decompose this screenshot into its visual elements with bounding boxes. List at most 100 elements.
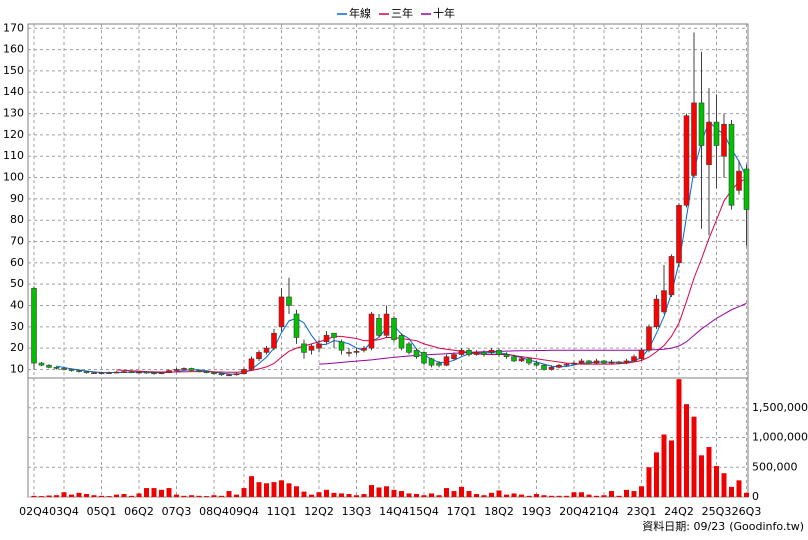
volume-bar bbox=[736, 480, 742, 497]
candle-body bbox=[728, 123, 735, 206]
y2-tick-label: 1,500,000 bbox=[752, 401, 808, 414]
x-tick-label: 13Q3 bbox=[342, 505, 372, 518]
volume-bar bbox=[384, 486, 389, 497]
candle-body bbox=[301, 343, 307, 353]
volume-bar bbox=[144, 488, 149, 497]
candle-body bbox=[316, 343, 322, 349]
candle-body bbox=[331, 332, 337, 338]
candle-body bbox=[743, 168, 750, 210]
volume-bar bbox=[661, 434, 667, 497]
candle-body bbox=[308, 345, 315, 351]
candle-body bbox=[76, 370, 82, 372]
candle-body bbox=[541, 364, 547, 370]
volume-bar bbox=[91, 495, 97, 497]
volume-bar bbox=[466, 491, 472, 497]
candle-body bbox=[353, 351, 360, 353]
candle-body bbox=[376, 317, 382, 336]
candle-body bbox=[526, 358, 532, 364]
volume-bar bbox=[39, 496, 44, 497]
volume-bar bbox=[84, 494, 89, 497]
candle-body bbox=[226, 374, 232, 377]
x-tick-label: 19Q3 bbox=[522, 505, 552, 518]
volume-bar bbox=[256, 482, 262, 497]
volume-bar bbox=[496, 490, 502, 497]
volume-bar bbox=[354, 495, 359, 497]
volume-bar bbox=[114, 494, 119, 497]
volume-bar bbox=[294, 486, 299, 497]
volume-bar bbox=[556, 495, 562, 497]
candle-body bbox=[548, 367, 555, 370]
candle-body bbox=[563, 363, 570, 366]
x-tick-label: 20Q4 bbox=[559, 505, 589, 518]
candle-body bbox=[323, 335, 330, 343]
candle-body bbox=[466, 349, 472, 355]
candle-body bbox=[593, 360, 600, 364]
volume-bar bbox=[676, 379, 682, 497]
y-tick-label: 110 bbox=[3, 149, 24, 162]
candle-body bbox=[346, 352, 352, 354]
candle-body bbox=[106, 372, 112, 374]
volume-bar bbox=[631, 491, 637, 497]
y2-tick-label: 1,000,000 bbox=[752, 431, 808, 444]
volume-bar bbox=[301, 491, 307, 497]
candle-body bbox=[173, 369, 180, 371]
x-tick-label: 03Q4 bbox=[49, 505, 79, 518]
volume-bar bbox=[549, 495, 554, 497]
y-tick-label: 140 bbox=[3, 85, 24, 98]
volume-bar bbox=[391, 489, 397, 497]
footer-date: 資料日期: 09/23 bbox=[642, 519, 725, 533]
y-tick-label: 150 bbox=[3, 64, 24, 77]
candle-body bbox=[368, 313, 375, 349]
x-tick-label: 09Q4 bbox=[229, 505, 259, 518]
x-tick-label: 23Q1 bbox=[627, 505, 657, 518]
candle-body bbox=[406, 343, 412, 353]
candle-body bbox=[241, 369, 247, 375]
candle-body bbox=[278, 296, 285, 328]
volume-bar bbox=[444, 488, 449, 497]
volume-bar bbox=[361, 494, 367, 497]
x-tick-label: 24Q2 bbox=[664, 505, 694, 518]
volume-bar bbox=[684, 404, 689, 497]
volume-bar bbox=[331, 492, 337, 497]
volume-bar bbox=[526, 495, 532, 497]
volume-bar bbox=[489, 492, 494, 497]
ma-line bbox=[318, 302, 747, 365]
volume-bar bbox=[616, 495, 622, 497]
plot-frame bbox=[27, 23, 749, 498]
volume-bar bbox=[421, 495, 427, 497]
volume-bar bbox=[481, 495, 487, 497]
volume-bar bbox=[586, 494, 592, 497]
candle-body bbox=[98, 372, 105, 374]
candle-body bbox=[203, 371, 210, 373]
y-tick-label: 30 bbox=[10, 320, 24, 333]
volume-bar bbox=[429, 493, 434, 497]
candle-body bbox=[271, 332, 277, 349]
volume-bar bbox=[129, 495, 134, 497]
volume-bar bbox=[406, 493, 412, 497]
candle-body bbox=[181, 368, 187, 370]
volume-bar bbox=[226, 491, 232, 497]
volume-bar bbox=[241, 488, 247, 497]
volume-bar bbox=[339, 493, 344, 497]
candle-body bbox=[136, 371, 142, 374]
candle-body bbox=[38, 362, 45, 366]
volume-bar bbox=[61, 492, 67, 497]
candle-body bbox=[646, 326, 652, 351]
volume-bar bbox=[609, 491, 614, 497]
candle-body bbox=[53, 367, 60, 369]
volume-bar bbox=[504, 494, 509, 497]
y-tick-label: 60 bbox=[10, 256, 24, 269]
volume-bar bbox=[699, 455, 704, 497]
y-tick-label: 70 bbox=[10, 235, 24, 248]
candle-body bbox=[391, 317, 397, 340]
volume-bar bbox=[519, 494, 524, 497]
volume-bar bbox=[721, 473, 727, 497]
x-tick-label: 07Q3 bbox=[162, 505, 192, 518]
volume-bar bbox=[459, 486, 464, 497]
x-tick-label: 11Q1 bbox=[267, 505, 297, 518]
volume-bar bbox=[136, 493, 142, 497]
candle-body bbox=[721, 123, 727, 157]
legend-label: 三年 bbox=[391, 6, 413, 20]
volume-bar bbox=[744, 492, 749, 497]
